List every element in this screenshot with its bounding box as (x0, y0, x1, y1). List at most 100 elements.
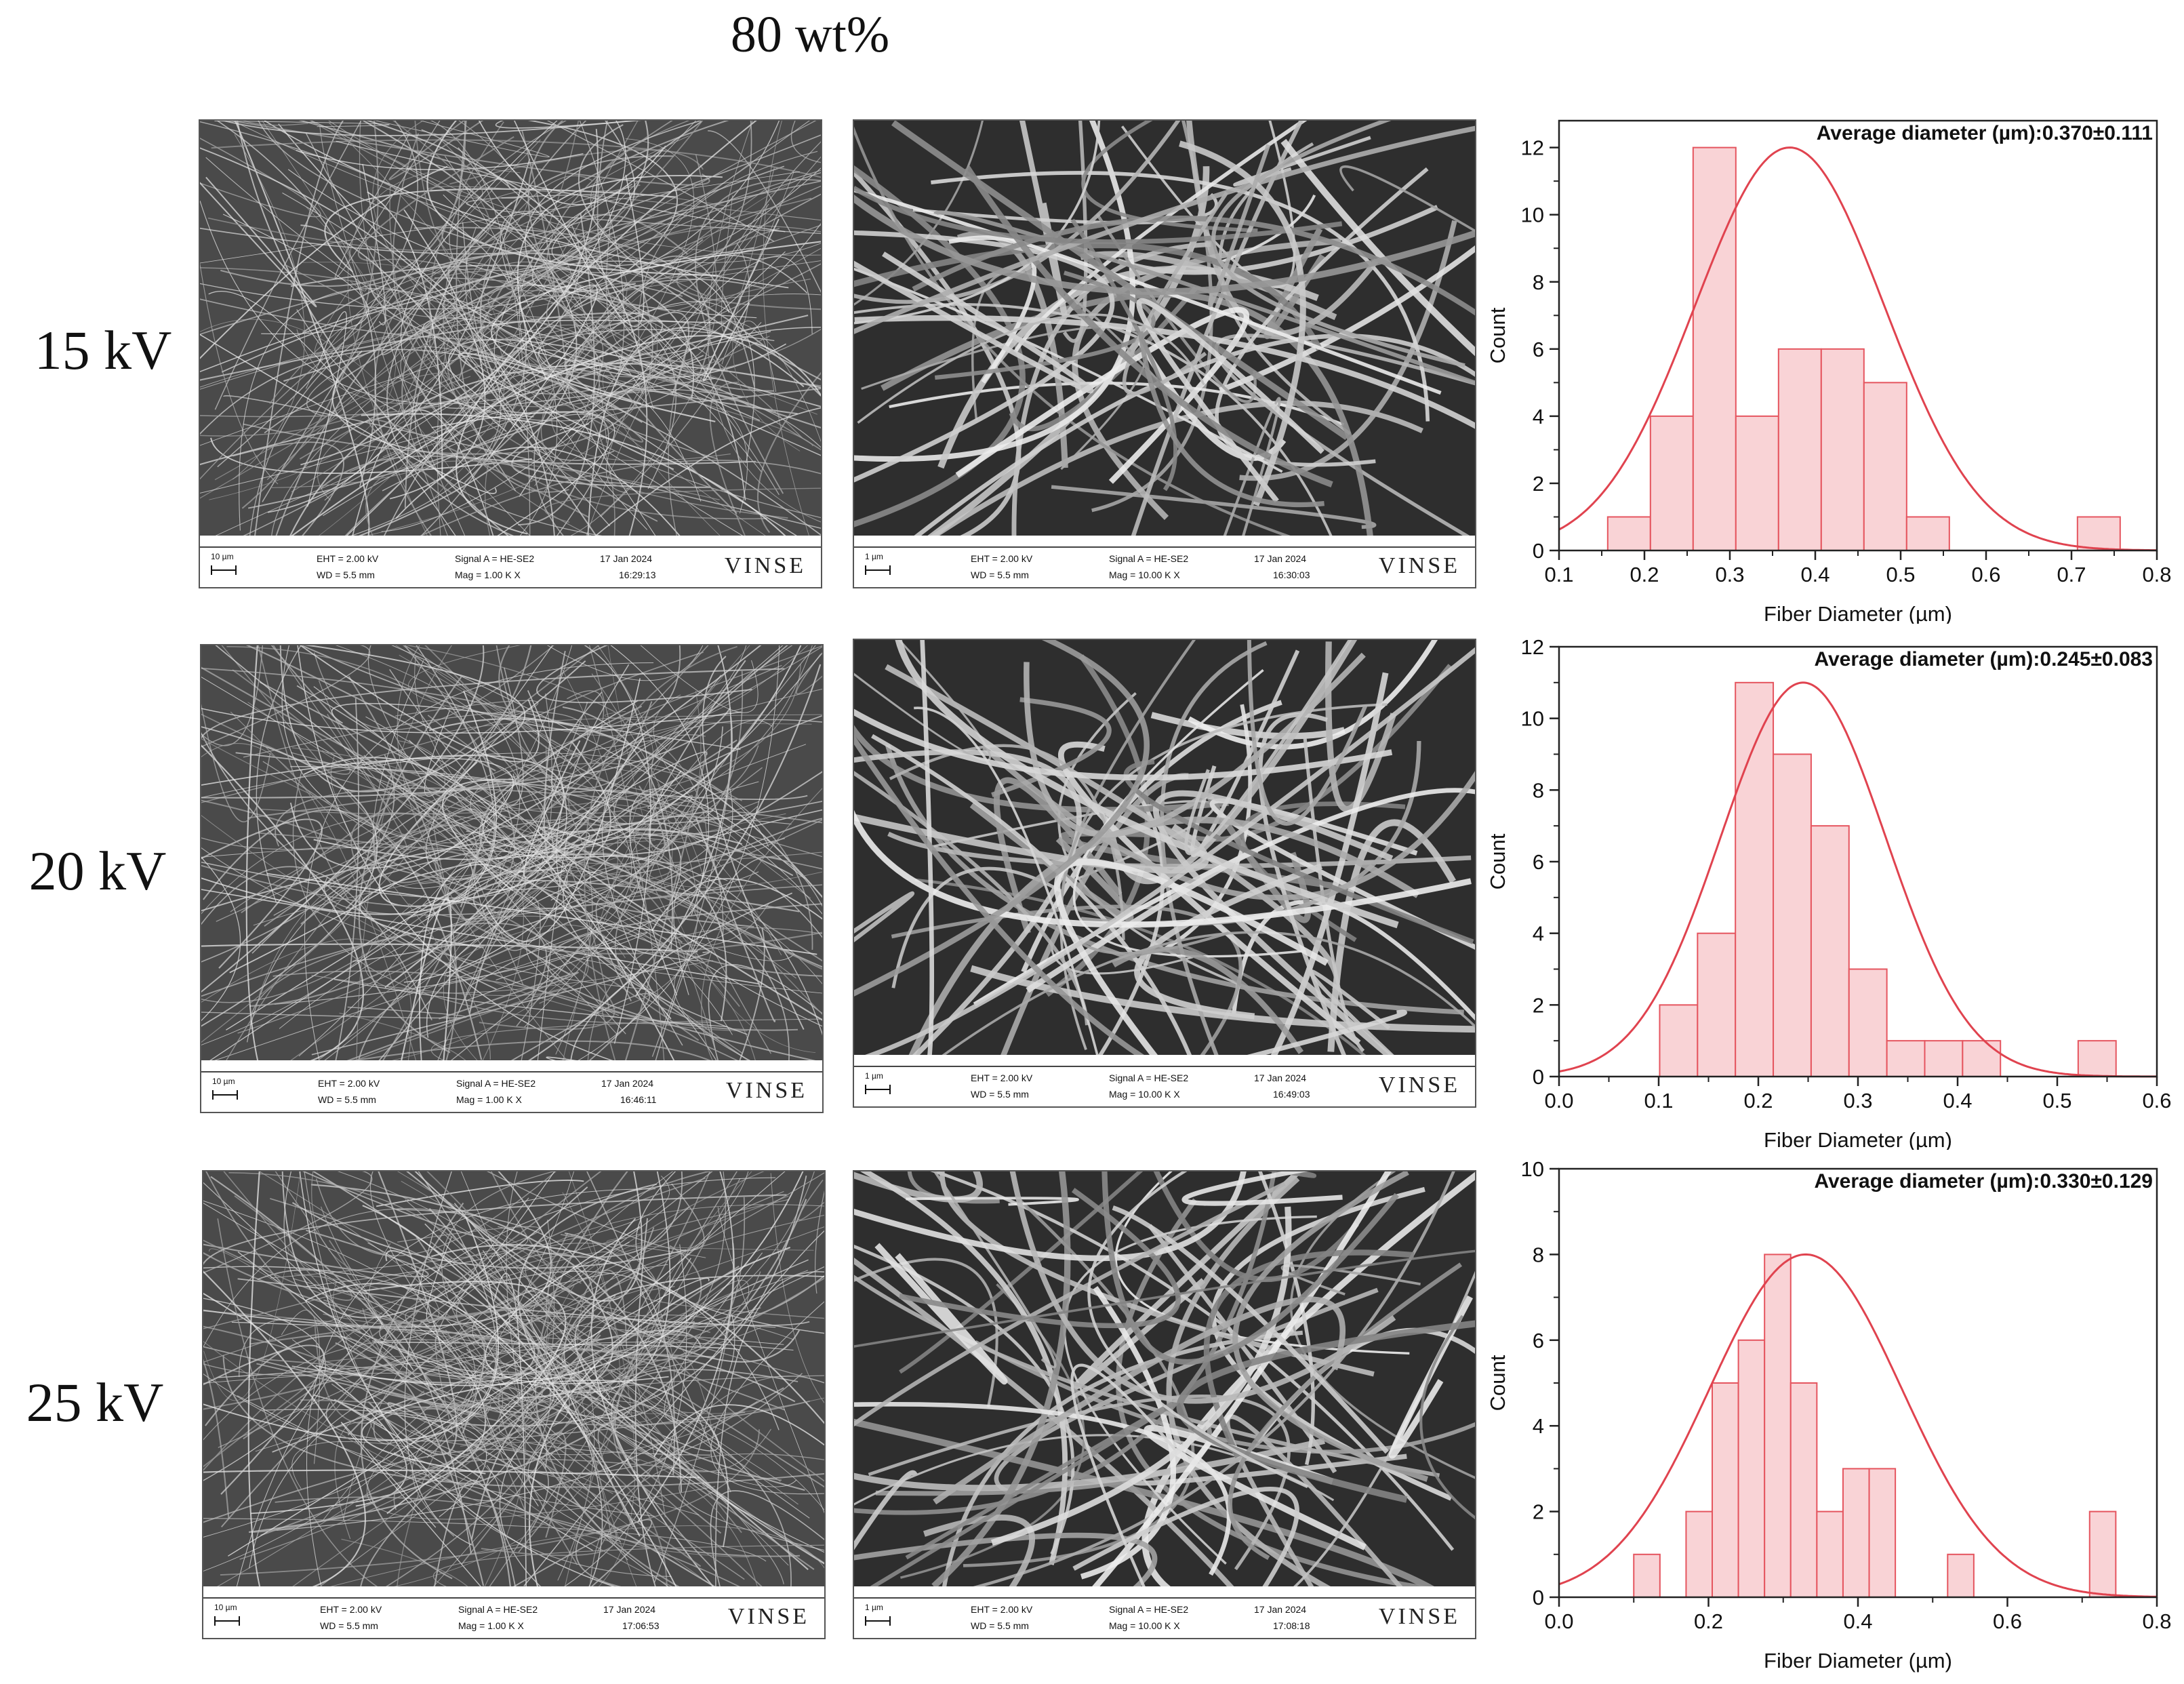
histogram-bar (1816, 1510, 1844, 1598)
histogram-bar (1810, 825, 1850, 1077)
histogram-bar (1905, 516, 1950, 551)
sem-eht: EHT = 2.00 kV (971, 1072, 1033, 1083)
sem-time: 17:06:53 (622, 1620, 660, 1631)
sem-info-bar: 1 µm EHT = 2.00 kV WD = 5.5 mm Signal A = H… (854, 1066, 1475, 1106)
sem-panel-2: 1 µm EHT = 2.00 kV WD = 5.5 mm Signal A = H… (853, 119, 1476, 588)
x-tick-label: 0.2 (1694, 1609, 1723, 1633)
sem-panel-5: 10 µm EHT = 2.00 kV WD = 5.5 mm Signal A = … (202, 1170, 826, 1639)
sem-logo: VINSE (1378, 1604, 1460, 1629)
y-tick-label: 6 (1533, 1329, 1544, 1352)
x-axis-label: Fiber Diameter (µm) (1764, 602, 1952, 624)
y-tick-label: 8 (1533, 778, 1544, 802)
y-tick-label: 10 (1521, 707, 1544, 731)
y-tick-label: 2 (1533, 993, 1544, 1017)
sem-eht: EHT = 2.00 kV (320, 1604, 382, 1615)
sem-micrograph (854, 121, 1475, 536)
sem-mag: Mag = 10.00 K X (1109, 569, 1180, 580)
sem-logo: VINSE (725, 1078, 807, 1103)
histogram-bar (1886, 1040, 1926, 1078)
x-tick-label: 0.8 (2142, 563, 2171, 586)
row-label-15kv: 15 kV (34, 319, 172, 381)
sem-scale-label: 1 µm (865, 552, 883, 561)
y-tick-label: 6 (1533, 850, 1544, 874)
average-diameter-annotation: Average diameter (µm):0.245±0.083 (1814, 648, 2153, 670)
sem-date: 17 Jan 2024 (601, 1078, 654, 1089)
y-tick-label: 4 (1533, 922, 1544, 946)
sem-wd: WD = 5.5 mm (971, 1620, 1029, 1631)
histogram-bar (1924, 1040, 1964, 1078)
sem-eht: EHT = 2.00 kV (318, 1078, 380, 1089)
histogram-bar (2088, 1510, 2117, 1598)
x-axis-label: Fiber Diameter (µm) (1764, 1649, 1952, 1672)
sem-wd: WD = 5.5 mm (318, 1094, 376, 1105)
sem-signal: Signal A = HE-SE2 (1109, 1072, 1189, 1083)
sem-logo: VINSE (727, 1604, 809, 1629)
y-tick-label: 0 (1533, 539, 1544, 563)
y-tick-label: 4 (1533, 405, 1544, 428)
sem-signal: Signal A = HE-SE2 (1109, 553, 1189, 564)
y-tick-label: 8 (1533, 270, 1544, 294)
sem-scale-label: 10 µm (212, 1077, 235, 1086)
histogram-bar (1737, 1339, 1766, 1598)
histogram-bar (1789, 1382, 1818, 1598)
sem-date: 17 Jan 2024 (1254, 1604, 1307, 1615)
histogram-bar (1735, 681, 1775, 1078)
histogram-bar (1633, 1553, 1661, 1598)
sem-panel-3: 10 µm EHT = 2.00 kV WD = 5.5 mm Signal A = … (200, 644, 824, 1113)
sem-wd: WD = 5.5 mm (320, 1620, 378, 1631)
histogram-bar (1820, 348, 1865, 551)
x-tick-label: 0.0 (1544, 1089, 1573, 1112)
y-tick-label: 0 (1533, 1065, 1544, 1089)
x-tick-label: 0.6 (1993, 1609, 2022, 1633)
histogram-bar (1692, 146, 1737, 551)
histogram-bar (1764, 1254, 1792, 1598)
y-tick-label: 8 (1533, 1243, 1544, 1266)
x-tick-label: 0.8 (2142, 1609, 2171, 1633)
histogram-bar (1697, 932, 1737, 1077)
sem-scale-bar (865, 1616, 891, 1626)
histogram-bar (1863, 382, 1907, 551)
sem-panel-6: 1 µm EHT = 2.00 kV WD = 5.5 mm Signal A = H… (853, 1170, 1476, 1639)
sem-scale-bar (212, 1090, 238, 1100)
histogram-bar (1868, 1468, 1897, 1598)
sem-info-bar: 10 µm EHT = 2.00 kV WD = 5.5 mm Signal A = … (201, 1071, 822, 1112)
sem-date: 17 Jan 2024 (1254, 1072, 1307, 1083)
sem-micrograph (854, 640, 1475, 1055)
sem-wd: WD = 5.5 mm (971, 1089, 1029, 1100)
x-tick-label: 0.4 (1843, 1609, 1872, 1633)
x-tick-label: 0.0 (1544, 1609, 1573, 1633)
sem-logo: VINSE (1378, 1072, 1460, 1098)
sem-time: 16:29:13 (619, 569, 656, 580)
sem-mag: Mag = 10.00 K X (1109, 1620, 1180, 1631)
sem-eht: EHT = 2.00 kV (317, 553, 379, 564)
sem-micrograph (854, 1171, 1475, 1586)
histogram-bar (1712, 1382, 1739, 1598)
sem-wd: WD = 5.5 mm (971, 569, 1029, 580)
y-axis-label: Count (1486, 307, 1510, 363)
sem-scale-label: 1 µm (865, 1603, 883, 1612)
sem-panel-4: 1 µm EHT = 2.00 kV WD = 5.5 mm Signal A = H… (853, 639, 1476, 1108)
sem-date: 17 Jan 2024 (600, 553, 653, 564)
sem-info-bar: 10 µm EHT = 2.00 kV WD = 5.5 mm Signal A = … (200, 546, 821, 587)
y-tick-label: 2 (1533, 472, 1544, 496)
histogram-bar (1947, 1553, 1975, 1598)
y-tick-label: 12 (1521, 635, 1544, 659)
sem-scale-bar (865, 565, 891, 575)
histogram-bar (1649, 415, 1694, 551)
sem-eht: EHT = 2.00 kV (971, 553, 1033, 564)
y-tick-label: 4 (1533, 1414, 1544, 1438)
average-diameter-annotation: Average diameter (µm):0.370±0.111 (1817, 122, 2153, 144)
sem-panel-1: 10 µm EHT = 2.00 kV WD = 5.5 mm Signal A = … (199, 119, 822, 588)
x-tick-label: 0.2 (1630, 563, 1659, 586)
histogram-bar (1842, 1468, 1870, 1598)
sem-scale-label: 10 µm (214, 1603, 237, 1612)
x-tick-label: 0.6 (2142, 1089, 2171, 1112)
histogram-bar (1685, 1510, 1714, 1598)
gaussian-fit-line (1558, 146, 2158, 552)
sem-time: 17:08:18 (1273, 1620, 1310, 1631)
histogram-chart-1: 0.1 0.2 0.3 0.4 0.5 0.6 0.7 0.8 0 2 4 6 8 10 12 Fiber D… (1471, 108, 2184, 624)
sem-signal: Signal A = HE-SE2 (456, 1078, 536, 1089)
y-tick-label: 10 (1521, 1157, 1544, 1181)
y-axis-label: Count (1486, 833, 1510, 889)
y-axis-label: Count (1486, 1355, 1510, 1411)
